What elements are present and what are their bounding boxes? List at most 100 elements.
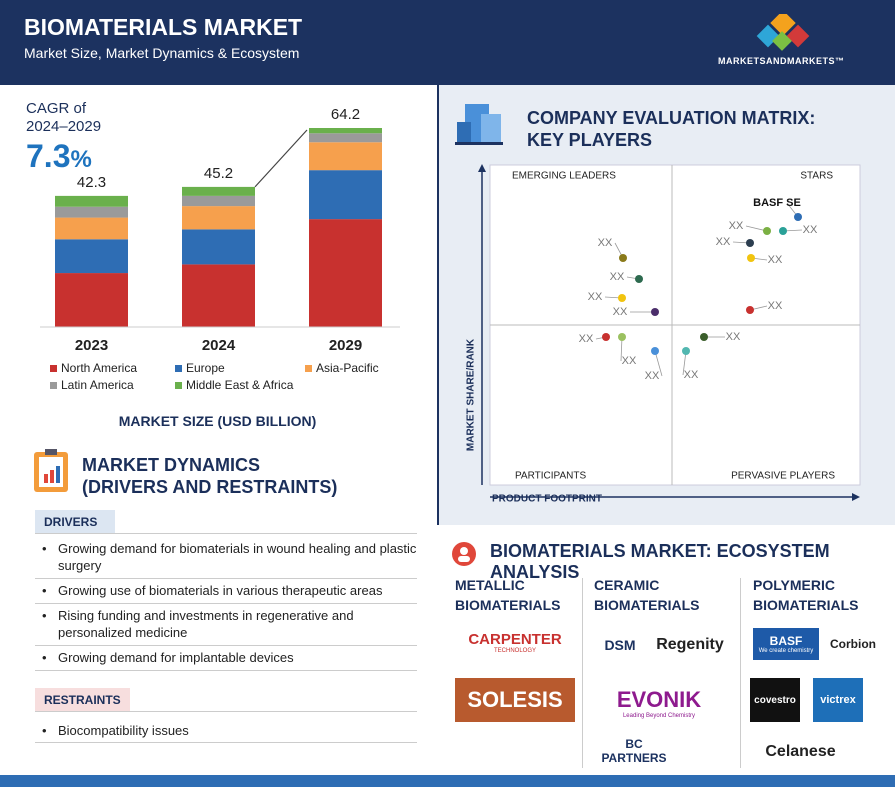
x-tick-label: 2029 [329,337,362,354]
bar-segment [309,128,382,134]
quadrant-label: PARTICIPANTS [515,471,586,482]
eco-title: BIOMATERIALS MARKET: ECOSYSTEM ANALYSIS [490,541,830,582]
company-name: SOLESIS [467,687,563,712]
bar-segment [309,133,382,143]
brand-logo [756,14,810,51]
driver-item: Growing demand for implantable devices [42,649,418,666]
matrix-title2: KEY PLAYERS [527,130,653,150]
rule [35,670,417,671]
x-axis-label: PRODUCT FOOTPRINT [492,494,602,505]
bar-segment [182,229,255,265]
bar-segment [309,170,382,220]
company-dot [746,306,754,314]
company-name: Corbion [830,637,876,651]
rule [35,578,417,579]
company-label: XX [716,236,731,248]
company-name: covestro [754,694,796,706]
total-label: 45.2 [204,165,233,182]
arrow [852,493,860,501]
x-tick-label: 2024 [202,337,236,354]
company-label: XX [598,237,613,249]
company-label: XX [613,306,628,318]
bar-segment [55,206,128,218]
company-logo: Corbion [828,628,878,660]
company-dot [602,333,610,341]
company-label: BASF SE [753,197,801,209]
leader [620,336,623,362]
company-label: XX [684,369,699,381]
company-name: EVONIK [616,687,702,712]
company-label: XX [768,254,783,266]
company-logo: DSM [594,632,646,658]
company-dot [618,333,626,341]
matrix-icon [455,104,503,145]
total-label: 64.2 [331,106,360,123]
company-label: XX [803,224,818,236]
rule [35,742,417,743]
cagr-unit: % [70,146,92,173]
company-logo: BC PARTNERS [594,737,674,765]
cagr-label: CAGR of [26,100,87,117]
eco-icon [452,542,476,566]
subtitle: Market Size, Market Dynamics & Ecosystem [24,45,300,61]
legend-label: Asia-Pacific [316,361,379,375]
company-dot [747,254,755,262]
company-dot [682,347,690,355]
company-dot [794,213,802,221]
leader [682,350,687,376]
company-label: XX [729,220,744,232]
company-tagline: We create chemistry [758,648,814,654]
company-name: BASF [769,634,803,648]
cagr-value: 7.3% [26,138,92,175]
company-dot [651,308,659,316]
company-label: XX [768,300,783,312]
company-dot [619,254,627,262]
company-logo: Celanese [753,740,848,764]
company-dot [635,275,643,283]
bar-segment [55,273,128,327]
title: BIOMATERIALS MARKET [24,14,303,40]
restraints-label: RESTRAINTS [44,693,121,707]
bar-segment [182,186,255,196]
company-label: XX [622,355,637,367]
company-tagline: TECHNOLOGY [493,647,536,654]
rule [35,603,417,604]
leader [654,350,663,377]
dynamics-title: MARKET DYNAMICS [82,455,260,475]
restraints-tab [35,688,130,711]
bar-segment [182,206,255,230]
bar-chart: 42.3 2023 45.2 2024 64.2 2029 North America Eur… [40,106,400,392]
bar-segment [309,142,382,171]
company-label: XX [610,271,625,283]
company-logo: EVONIK Leading Beyond Chemistry [594,682,724,724]
chart-xlabel: MARKET SIZE (USD BILLION) [118,413,317,429]
company-logo: BASF We create chemistry [753,628,819,660]
cagr-number: 7.3 [26,138,71,174]
quadrant-label: STARS [800,171,833,182]
legend-label: Latin America [61,378,134,392]
company-dot [700,333,708,341]
header [0,0,895,85]
legend-label: Middle East & Africa [186,378,294,392]
company-name: Celanese [765,743,836,760]
brand: MARKETSANDMARKETS™ [718,56,845,66]
bar-segment [55,217,128,240]
company-name: DSM [604,637,636,653]
legend-swatch [50,365,57,372]
company-logo: victrex [813,678,863,722]
company-dot [746,239,754,247]
company-logo: covestro [750,678,800,722]
restraint-item: Biocompatibility issues [42,722,418,739]
dynamics-icon [34,449,68,492]
company-dot [779,227,787,235]
dynamics-title2: (DRIVERS AND RESTRAINTS) [82,477,338,497]
divider [740,578,741,768]
column-name: CERAMIC BIOMATERIALS [594,577,700,613]
divider [582,578,583,768]
company-name: victrex [820,694,856,706]
rule [35,711,417,712]
bar-segment [182,195,255,207]
legend-label: Europe [186,361,225,375]
bar-segment [55,195,128,207]
company-label: XX [579,333,594,345]
